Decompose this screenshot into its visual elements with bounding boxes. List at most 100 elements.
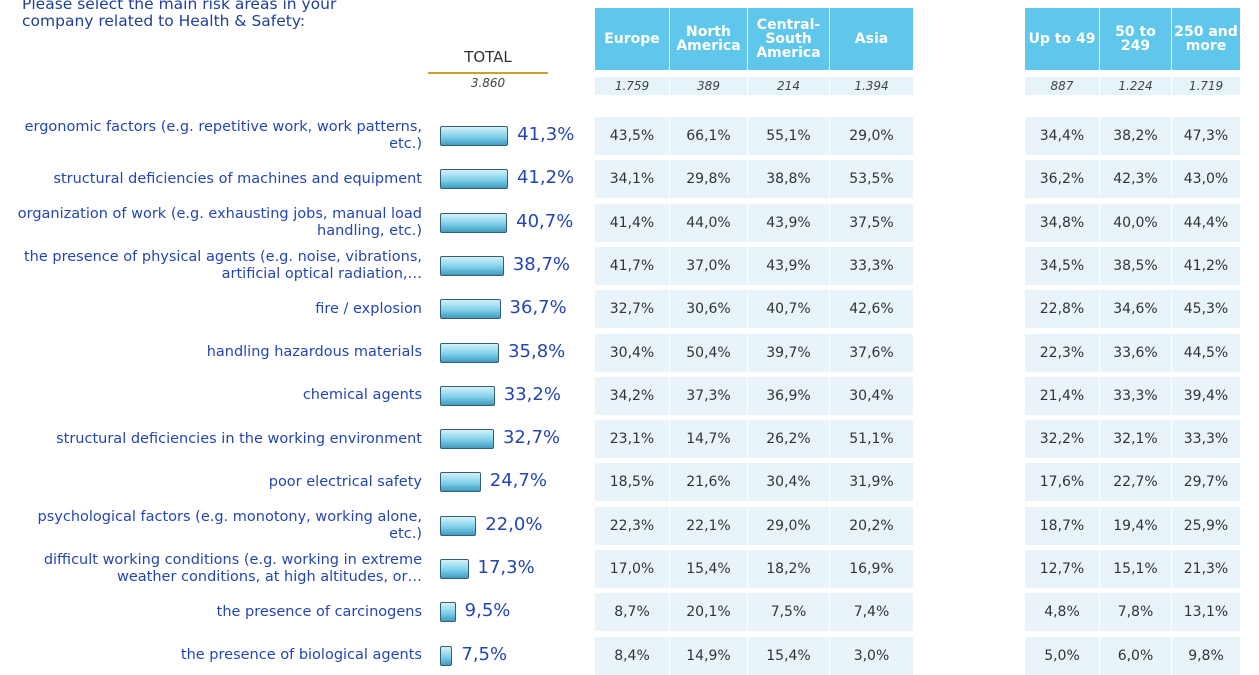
table-cell: 29,0% [748, 506, 829, 545]
bar [440, 342, 500, 363]
table-cell: 37,3% [670, 376, 747, 415]
value-label: 9,5% [464, 600, 511, 622]
table-cell: 33,3% [1172, 420, 1240, 459]
table-cell: 43,5% [595, 117, 669, 155]
table-cell: 30,4% [748, 463, 829, 502]
table-cell: 47,3% [1172, 117, 1240, 155]
table-cell: 7,8% [1100, 593, 1171, 632]
bar [440, 299, 501, 320]
table-cell: 41,2% [1172, 246, 1240, 285]
table-cell: 31,9% [830, 463, 913, 502]
table-cell: 22,7% [1100, 463, 1171, 502]
table-cell: 18,2% [748, 550, 829, 588]
table-cell: 22,3% [1025, 333, 1099, 372]
value-label: 36,7% [509, 297, 567, 319]
table-cell: 34,8% [1025, 203, 1099, 242]
table-cell: 8,7% [595, 593, 669, 632]
table-cell: 44,5% [1172, 333, 1240, 372]
table-cell: 21,3% [1172, 550, 1240, 588]
category-label: the presence of carcinogens [216, 603, 422, 620]
table-cell: 36,2% [1025, 160, 1099, 199]
table-cell: 7,5% [748, 593, 829, 632]
category-label: chemical agents [302, 387, 422, 404]
table-cell: 22,3% [595, 506, 669, 545]
table-cell: 23,1% [595, 420, 669, 459]
table-cell: 33,6% [1100, 333, 1171, 372]
table-cell: 34,4% [1025, 117, 1099, 155]
table-cell: 30,4% [595, 333, 669, 372]
value-label: 22,0% [485, 513, 543, 535]
category-label: handling hazardous materials [206, 344, 422, 360]
table-cell: 29,8% [670, 160, 747, 199]
bar [440, 559, 469, 579]
value-label: 41,3% [517, 124, 575, 145]
table-cell: 41,4% [595, 203, 669, 242]
table-cell: 33,3% [830, 246, 913, 285]
table-cell: 43,9% [748, 203, 829, 242]
table-cell: 51,1% [830, 420, 913, 459]
table-cell: 55,1% [748, 117, 829, 155]
total-underline [428, 72, 548, 74]
value-label: 38,7% [512, 253, 571, 275]
table-cell: 20,2% [830, 506, 913, 545]
column-base: 1.224 [1100, 77, 1171, 95]
table-cell: 32,7% [595, 290, 669, 329]
table-cell: 6,0% [1100, 636, 1171, 675]
value-label: 33,2% [503, 383, 561, 405]
table-cell: 30,4% [830, 376, 913, 415]
table-cell: 15,1% [1100, 550, 1171, 588]
column-header: 250 and more [1172, 8, 1240, 70]
table-cell: 40,0% [1100, 203, 1171, 242]
column-header: North America [670, 8, 747, 70]
column-base: 887 [1025, 77, 1099, 95]
column-header: Asia [830, 8, 913, 70]
table-cell: 15,4% [670, 550, 747, 588]
table-cell: 20,1% [670, 593, 747, 632]
category-label: structural deficiencies of machines and … [53, 170, 422, 187]
table-cell: 12,7% [1025, 550, 1099, 588]
table-cell: 34,5% [1025, 246, 1099, 285]
bar [440, 515, 477, 536]
category-label: difficult working conditions (e.g. worki… [43, 552, 422, 585]
table-cell: 44,0% [670, 203, 747, 242]
bar [440, 645, 453, 666]
table-cell: 14,7% [670, 420, 747, 459]
value-label: 35,8% [508, 340, 566, 362]
table-cell: 39,7% [748, 333, 829, 372]
table-cell: 18,7% [1025, 506, 1099, 545]
column-base: 1.394 [830, 77, 913, 95]
table-cell: 17,0% [595, 550, 669, 588]
bar [440, 212, 508, 233]
table-cell: 38,5% [1100, 246, 1171, 285]
value-label: 32,7% [502, 427, 561, 449]
category-label: organization of work (e.g. exhausting jo… [17, 205, 422, 239]
column-base: 214 [748, 77, 829, 95]
column-header: 50 to 249 [1100, 8, 1171, 70]
bar [440, 385, 495, 406]
table-cell: 22,1% [670, 506, 747, 545]
category-label: the presence of biological agents [180, 647, 422, 664]
table-cell: 22,8% [1025, 290, 1099, 329]
table-cell: 36,9% [748, 376, 829, 415]
category-label: psychological factors (e.g. monotony, wo… [37, 508, 422, 542]
table-cell: 34,1% [595, 160, 669, 199]
table-cell: 25,9% [1172, 506, 1240, 545]
bar [440, 429, 494, 450]
table-cell: 45,3% [1172, 290, 1240, 329]
table-cell: 38,8% [748, 160, 829, 199]
total-label: TOTAL [464, 48, 512, 66]
table-cell: 42,6% [830, 290, 913, 329]
column-header: Central-South America [748, 8, 829, 70]
table-cell: 26,2% [748, 420, 829, 459]
table-cell: 30,6% [670, 290, 747, 329]
table-cell: 44,4% [1172, 203, 1240, 242]
table-cell: 17,6% [1025, 463, 1099, 502]
table-cell: 39,4% [1172, 376, 1240, 415]
total-base: 3.860 [470, 76, 506, 90]
table-cell: 5,0% [1025, 636, 1099, 675]
table-cell: 66,1% [670, 117, 747, 155]
value-label: 17,3% [477, 557, 535, 578]
table-cell: 34,6% [1100, 290, 1171, 329]
table-cell: 21,6% [670, 463, 747, 502]
